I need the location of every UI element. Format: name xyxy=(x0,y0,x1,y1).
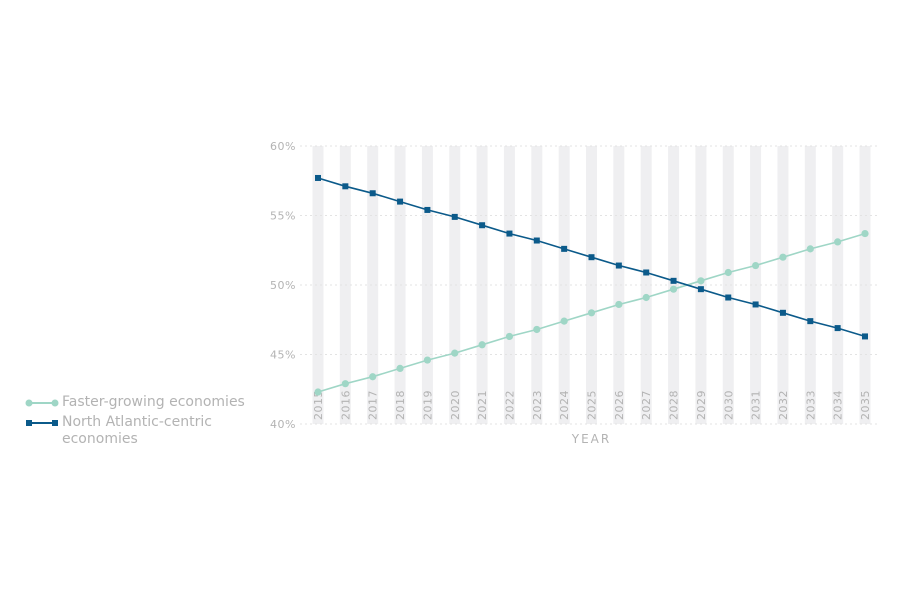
data-point xyxy=(397,198,404,205)
data-point xyxy=(479,222,486,229)
data-point xyxy=(725,294,732,301)
y-tick-label: 50% xyxy=(270,279,296,292)
x-tick-label: 2022 xyxy=(503,390,516,420)
data-point xyxy=(342,183,349,190)
y-tick-label: 45% xyxy=(270,349,296,362)
x-tick-label: 2016 xyxy=(339,390,352,420)
year-band xyxy=(367,146,379,424)
data-point xyxy=(424,206,431,213)
data-point xyxy=(396,364,404,372)
data-point xyxy=(752,261,760,270)
legend-label: North Atlantic-centric economies xyxy=(62,414,212,447)
data-point xyxy=(697,277,705,285)
data-point xyxy=(506,230,513,237)
x-tick-label: 2033 xyxy=(804,390,817,420)
data-point xyxy=(314,388,322,396)
data-point xyxy=(315,174,321,181)
data-point xyxy=(752,301,759,308)
year-band xyxy=(312,146,324,424)
x-tick-label: 2019 xyxy=(421,390,434,420)
data-point xyxy=(697,286,704,293)
x-tick-label: 2030 xyxy=(722,390,735,420)
data-point xyxy=(369,373,377,381)
x-tick-label: 2021 xyxy=(476,390,489,420)
x-tick-label: 2032 xyxy=(777,390,790,420)
year-band xyxy=(503,146,515,424)
data-point xyxy=(669,285,678,293)
data-point xyxy=(561,245,568,252)
data-point xyxy=(779,309,786,316)
x-tick-label: 2034 xyxy=(832,390,845,420)
year-band xyxy=(476,146,488,424)
y-tick-label: 55% xyxy=(270,210,296,223)
data-point xyxy=(724,268,732,277)
data-point xyxy=(834,325,841,332)
data-point xyxy=(807,318,814,325)
x-tick-label: 2018 xyxy=(394,390,407,420)
data-point xyxy=(862,333,868,340)
data-point xyxy=(806,245,814,253)
year-band xyxy=(558,146,570,424)
year-band xyxy=(722,146,734,424)
data-point xyxy=(451,349,459,357)
data-point xyxy=(588,254,595,261)
year-band xyxy=(421,146,433,424)
x-tick-label: 2020 xyxy=(449,390,462,420)
x-axis-label: YEAR xyxy=(571,432,611,446)
data-point xyxy=(643,269,650,276)
data-point xyxy=(505,332,514,341)
x-tick-label: 2031 xyxy=(750,390,763,420)
x-tick-label: 2035 xyxy=(859,390,872,420)
data-point xyxy=(533,237,540,244)
legend-label: Faster-growing economies xyxy=(62,394,245,410)
legend-item-faster-growing[interactable]: Faster-growing economies xyxy=(24,394,264,412)
x-tick-label: 2023 xyxy=(531,390,544,420)
legend-circle-marker-icon xyxy=(24,394,62,412)
data-point xyxy=(642,293,650,302)
year-band xyxy=(668,146,680,424)
year-band xyxy=(777,146,789,424)
data-point xyxy=(560,317,568,325)
x-tick-label: 2024 xyxy=(558,390,571,420)
data-point xyxy=(369,190,376,197)
legend: Faster-growing economies North Atlantic-… xyxy=(24,394,264,450)
data-point xyxy=(533,325,541,334)
data-point xyxy=(861,229,869,238)
data-point xyxy=(615,262,622,269)
data-point xyxy=(341,380,349,388)
x-axis-ticks: 2015 2016 2017 2018 2019 2020 2021 2022 2023 2024… xyxy=(312,390,872,420)
y-axis-ticks: 40% 45% 50% 55% 60% xyxy=(270,140,296,431)
data-point xyxy=(587,309,596,317)
data-point xyxy=(478,341,486,349)
x-tick-label: 2029 xyxy=(695,390,708,420)
x-tick-label: 2026 xyxy=(613,390,626,420)
legend-item-north-atlantic[interactable]: North Atlantic-centric economies xyxy=(24,414,264,448)
data-point xyxy=(670,277,677,284)
data-point xyxy=(423,356,431,364)
series-group xyxy=(314,174,869,396)
x-tick-label: 2017 xyxy=(367,390,380,420)
data-point xyxy=(779,253,787,261)
year-band xyxy=(613,146,625,424)
y-tick-label: 40% xyxy=(270,418,296,431)
year-band xyxy=(832,146,844,424)
x-tick-label: 2028 xyxy=(668,390,681,420)
data-point xyxy=(615,300,623,309)
x-tick-label: 2027 xyxy=(640,390,653,420)
legend-square-marker-icon xyxy=(24,414,62,432)
data-point xyxy=(834,238,842,246)
year-band xyxy=(449,146,461,424)
y-tick-label: 60% xyxy=(270,140,296,153)
x-tick-label: 2025 xyxy=(586,390,599,420)
x-tick-label: 2015 xyxy=(312,390,325,420)
data-point xyxy=(451,213,458,220)
gridlines xyxy=(300,145,880,425)
